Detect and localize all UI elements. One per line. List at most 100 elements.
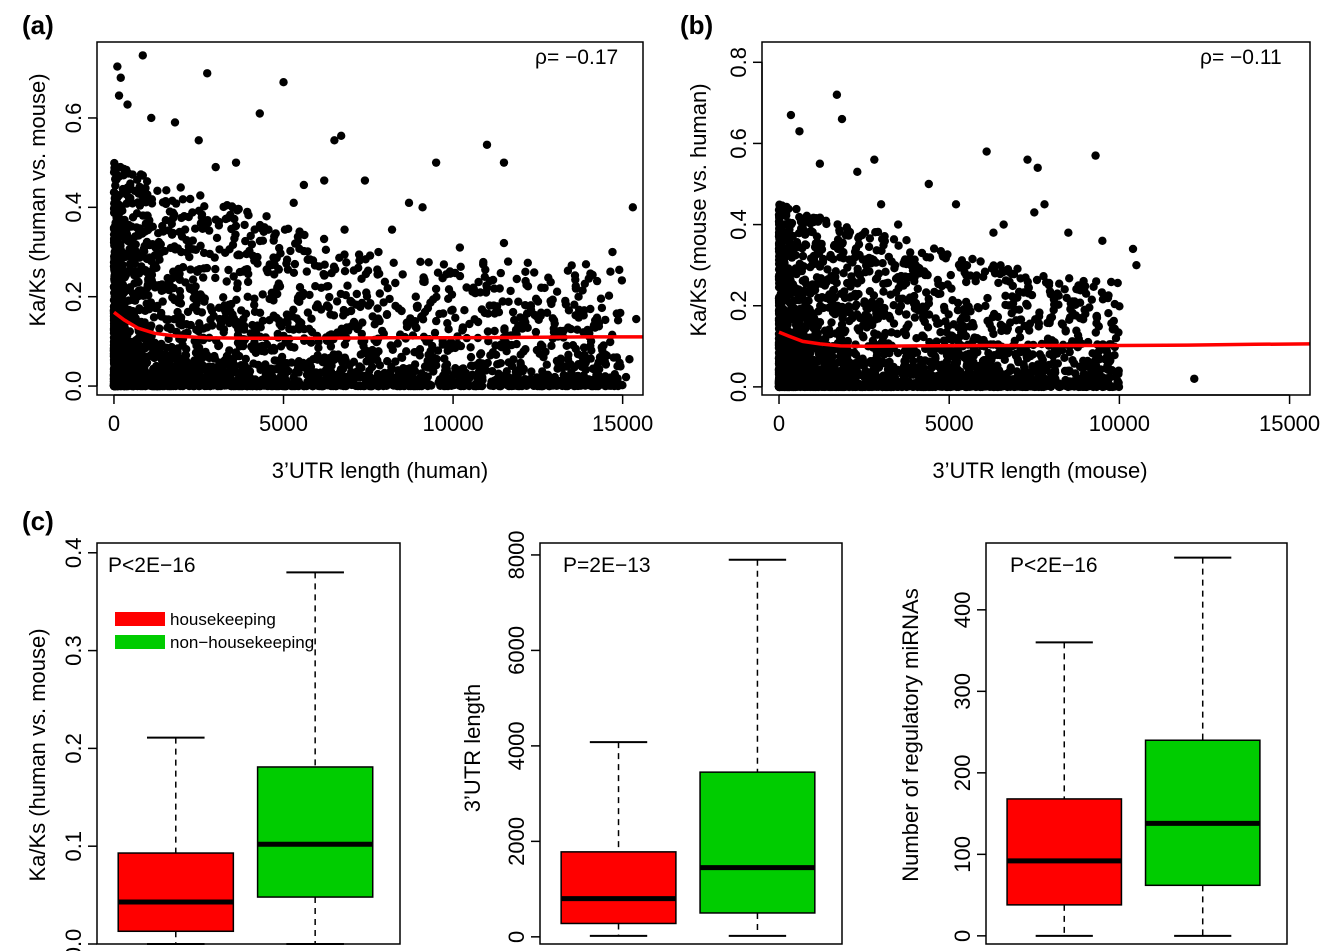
scatter-point (233, 279, 242, 288)
scatter-point (357, 274, 366, 284)
scatter-point (197, 308, 207, 317)
scatter-point (129, 249, 138, 259)
scatter-point (1062, 293, 1071, 303)
scatter-point (1055, 279, 1064, 288)
scatter-point (902, 310, 911, 319)
scatter-point (983, 293, 992, 303)
scatter-point (173, 347, 182, 357)
scatter-point (241, 236, 250, 246)
scatter-point (523, 258, 532, 267)
scatter-point (222, 201, 232, 210)
scatter-point (360, 176, 370, 185)
scatter-point (110, 346, 119, 355)
scatter-point (109, 282, 119, 291)
scatter-point (302, 267, 311, 276)
scatter-point (250, 225, 259, 234)
scatter-point (229, 272, 238, 281)
scatter-point (608, 247, 617, 257)
scatter-point (489, 376, 499, 385)
scatter-point (224, 265, 233, 275)
scatter-point (145, 336, 154, 345)
scatter-point (552, 287, 562, 296)
scatter-point (433, 346, 443, 355)
scatter-point (444, 285, 454, 294)
scatter-point (110, 296, 119, 305)
scatter-point (209, 374, 219, 383)
scatter-point (1014, 326, 1024, 335)
scatter-point (244, 269, 253, 279)
scatter-point (140, 247, 149, 256)
scatter-point (183, 328, 192, 337)
scatter-point (964, 302, 973, 311)
scatter-point (804, 296, 813, 305)
scatter-point (858, 331, 867, 341)
scatter-point (542, 308, 552, 317)
scatter-point (275, 316, 284, 325)
scatter-point (325, 357, 334, 366)
scatter-point (396, 381, 405, 391)
scatter-point (606, 337, 615, 347)
scatter-point (195, 319, 204, 328)
scatter-point (480, 272, 489, 281)
scatter-point (899, 372, 908, 381)
scatter-point (113, 246, 122, 256)
scatter-point (1023, 301, 1032, 310)
scatter-point (501, 380, 510, 389)
scatter-point (442, 270, 451, 279)
scatter-point (164, 226, 173, 235)
scatter-point (186, 194, 195, 204)
scatter-point (838, 314, 847, 323)
scatter-point (872, 273, 882, 283)
scatter-point (420, 362, 430, 371)
scatter-point (1092, 313, 1102, 322)
scatter-point (861, 268, 870, 277)
scatter-point (289, 198, 298, 208)
scatter-point (474, 381, 483, 391)
scatter-point (314, 343, 323, 352)
scatter-point (217, 369, 226, 378)
x-tick-label: 0 (108, 411, 120, 436)
scatter-point (814, 293, 823, 303)
scatter-point (136, 381, 145, 391)
scatter-point (367, 381, 376, 390)
scatter-point (864, 242, 874, 252)
scatter-point (342, 308, 351, 317)
scatter-point (109, 367, 119, 377)
scatter-point (411, 381, 420, 391)
scatter-point (488, 348, 498, 357)
scatter-point (522, 381, 531, 390)
scatter-point (617, 276, 627, 285)
scatter-point (430, 328, 440, 338)
scatter-point (1047, 313, 1057, 322)
scatter-point (219, 293, 228, 302)
scatter-point (373, 304, 382, 313)
scatter-point (202, 263, 212, 273)
scatter-point (1060, 353, 1069, 362)
scatter-point (353, 370, 362, 380)
scatter-point (432, 354, 441, 364)
scatter-point (113, 62, 122, 71)
scatter-point (786, 240, 796, 249)
y-tick-label: 0.6 (61, 103, 86, 134)
scatter-point (462, 372, 471, 382)
scatter-point (326, 310, 335, 319)
scatter-point (455, 243, 465, 252)
scatter-point (228, 310, 237, 319)
scatter-point (239, 314, 248, 324)
scatter-point (354, 250, 364, 259)
scatter-point (491, 341, 500, 350)
scatter-point (835, 225, 844, 235)
x-tick-label: 10000 (422, 411, 483, 436)
scatter-point (1039, 272, 1048, 281)
scatter-point (1114, 366, 1123, 375)
scatter-point (208, 362, 217, 372)
scatter-point (835, 333, 845, 342)
scatter-point (993, 312, 1003, 322)
scatter-point (521, 267, 530, 276)
scatter-point (798, 276, 807, 285)
scatter-point (1014, 357, 1023, 367)
scatter-point (836, 289, 846, 298)
scatter-point (303, 247, 312, 256)
scatter-point (197, 210, 207, 219)
